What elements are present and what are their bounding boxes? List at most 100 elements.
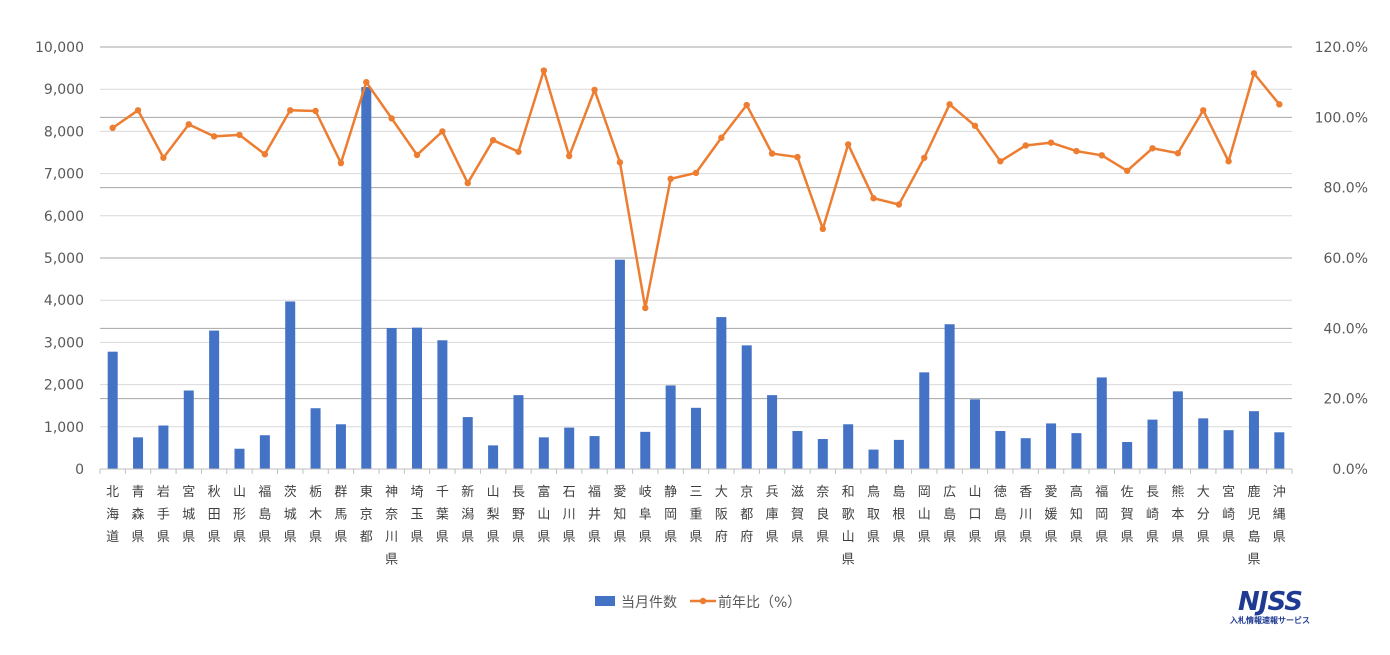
bar (1274, 432, 1285, 469)
njss-logo: NJSS 入札情報速報サービス (1222, 588, 1318, 632)
bar (995, 431, 1006, 469)
x-tick-label: 宮城県 (182, 484, 195, 545)
x-axis (99, 468, 1293, 474)
line-point (1225, 158, 1232, 165)
bar (843, 424, 854, 469)
bar (538, 437, 549, 469)
logo-subtitle: 入札情報速報サービス (1230, 616, 1310, 625)
bar (412, 327, 423, 469)
y-right-tick-label: 100.0% (1315, 110, 1368, 126)
y-right-tick-label: 120.0% (1315, 40, 1368, 56)
bar (893, 439, 904, 469)
x-tick-label: 沖縄県 (1273, 485, 1286, 545)
line-point (261, 151, 269, 158)
x-tick-label: 栃木県 (309, 485, 322, 545)
bar (1046, 423, 1057, 469)
x-tick-label: 広島県 (943, 485, 956, 545)
x-tick-label: 大分県 (1197, 485, 1210, 545)
x-tick-label: 愛知県 (613, 485, 626, 545)
y-right-tick-label: 60.0% (1324, 251, 1368, 267)
x-tick-label: 千葉県 (436, 485, 449, 545)
line-point (1250, 70, 1258, 77)
line-point (1276, 101, 1283, 108)
x-tick-label: 熊本県 (1171, 484, 1184, 545)
bar (1223, 430, 1234, 469)
x-tick-label: 岡山県 (918, 485, 931, 545)
line-point (464, 179, 471, 187)
x-tick-label: 京都府 (740, 485, 753, 545)
x-tick-label: 兵庫県 (766, 485, 779, 545)
bar (1248, 411, 1259, 469)
line-point (895, 201, 903, 208)
bar (767, 395, 778, 469)
bar-series (107, 87, 1285, 469)
x-tick-label: 岐阜県 (639, 485, 652, 545)
x-tick-label: 徳島県 (994, 485, 1007, 545)
x-tick-label: 山形県 (233, 485, 246, 545)
line-point (287, 107, 294, 114)
y-right-tick-label: 40.0% (1324, 321, 1368, 337)
bar (234, 448, 245, 469)
x-tick-label: 山梨県 (487, 485, 500, 545)
x-tick-label: 秋田県 (208, 485, 221, 545)
legend-bar-label: 当月件数 (621, 595, 677, 611)
x-tick-label: 高知県 (1070, 484, 1083, 545)
bar (462, 417, 473, 469)
line-point (312, 107, 319, 115)
line-point (1073, 147, 1080, 155)
line-point (337, 159, 345, 167)
line-series (109, 67, 1283, 312)
line-point (667, 175, 674, 183)
x-tick-label: 大阪府 (715, 485, 728, 545)
bar (944, 324, 955, 469)
legend: 当月件数 前年比（%） (595, 594, 801, 611)
y-left-tick-label: 10,000 (35, 40, 84, 56)
line-point (540, 67, 548, 74)
bar (133, 437, 144, 469)
bar (741, 345, 752, 469)
bar (335, 424, 346, 469)
bar (969, 399, 980, 469)
x-tick-label: 石川県 (563, 485, 576, 545)
x-tick-label: 東京都 (360, 484, 373, 545)
x-tick-label: 福岡県 (1095, 485, 1108, 545)
y-left-tick-label: 7,000 (44, 167, 84, 183)
x-tick-label: 宮崎県 (1222, 484, 1235, 545)
line-point (946, 101, 953, 108)
x-tick-label: 岩手県 (157, 485, 170, 545)
line-point (971, 122, 979, 129)
bar (589, 436, 600, 469)
y-left-tick-label: 2,000 (44, 378, 84, 394)
y-left-tick-label: 4,000 (44, 293, 84, 309)
bar (792, 431, 803, 469)
bar (1147, 419, 1158, 469)
x-tick-label: 静岡県 (664, 485, 677, 545)
line-point (1047, 139, 1055, 146)
line-point (489, 136, 497, 144)
line-point (870, 195, 877, 202)
line-point (819, 225, 827, 233)
line-point (1149, 145, 1156, 152)
x-tick-label: 三重県 (689, 485, 702, 545)
bar (564, 427, 575, 469)
x-tick-label: 群馬県 (334, 485, 347, 545)
bar (1198, 418, 1209, 469)
line-point (363, 78, 370, 86)
line-point (794, 153, 801, 161)
x-tick-label: 滋賀県 (791, 485, 804, 545)
bar (817, 439, 828, 469)
legend-line-marker (699, 597, 707, 605)
line-point (134, 107, 142, 114)
line-point (439, 128, 446, 135)
bar (1071, 433, 1082, 469)
bar (158, 425, 169, 469)
bar (107, 351, 118, 469)
y-left-tick-label: 8,000 (44, 124, 84, 140)
legend-line-label: 前年比（%） (718, 594, 801, 611)
line-point (642, 304, 649, 312)
x-tick-label: 神奈川県 (385, 485, 398, 568)
line-point (591, 86, 598, 94)
bar (1020, 438, 1031, 469)
x-tick-label: 福井県 (588, 485, 601, 545)
